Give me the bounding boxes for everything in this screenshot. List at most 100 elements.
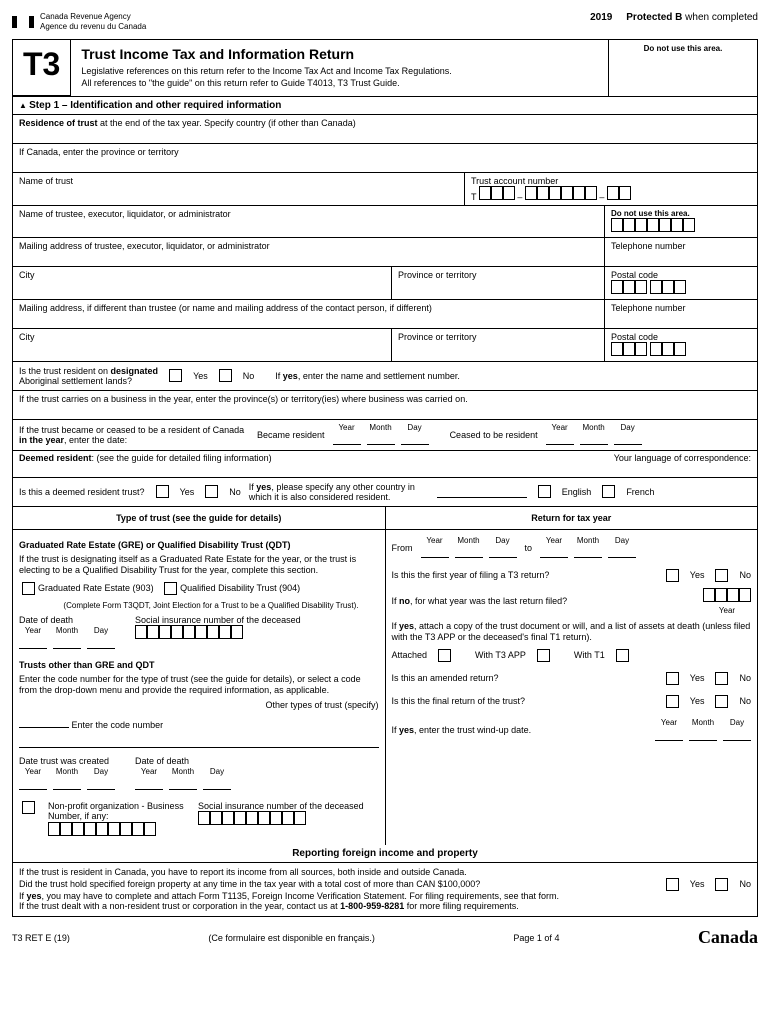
ceased-date[interactable]: Year Month Day	[546, 423, 642, 447]
an-label: No	[739, 673, 751, 684]
to-label: to	[525, 543, 533, 554]
province-row[interactable]: If Canada, enter the province or territo…	[13, 144, 757, 173]
final-no-cb[interactable]	[715, 695, 728, 708]
created-dod-row: Date trust was created Year Month Day Da…	[19, 756, 379, 793]
account-boxes3[interactable]	[607, 186, 631, 200]
tel-cell[interactable]: Telephone number	[605, 238, 757, 266]
foy-label: Yes	[690, 879, 705, 890]
account-cell[interactable]: Trust account number T – –	[465, 173, 757, 205]
account-boxes2[interactable]	[525, 186, 597, 200]
created-block[interactable]: Date trust was created Year Month Day	[19, 756, 115, 793]
cy-l: Year	[25, 767, 41, 776]
trustee-cell[interactable]: Name of trustee, executor, liquidator, o…	[13, 206, 605, 237]
dod-block[interactable]: Date of death Year Month Day	[19, 615, 115, 652]
first-yes-cb[interactable]	[666, 569, 679, 582]
city-cell[interactable]: City	[13, 267, 392, 299]
mailing2-cell[interactable]: Mailing address, if different than trust…	[13, 300, 605, 328]
name-trust-cell[interactable]: Name of trust	[13, 173, 465, 205]
became-label: Became resident	[257, 430, 325, 440]
ifno-label: If no, for what year was the last return…	[392, 596, 568, 607]
t3app-cb[interactable]	[537, 649, 550, 662]
foreign-no-cb[interactable]	[715, 878, 728, 891]
foreign-l4: If the trust dealt with a non-resident t…	[19, 901, 751, 912]
form-id: T3 RET E (19)	[12, 933, 70, 943]
business-row[interactable]: If the trust carries on a business in th…	[13, 391, 757, 420]
windup-date[interactable]: Year Month Day	[655, 718, 751, 743]
npo-block[interactable]: Non-profit organization - Business Numbe…	[48, 801, 188, 839]
postal-label: Postal code	[611, 270, 658, 280]
account-boxes[interactable]	[479, 186, 515, 200]
foreign-l2-row: Did the trust hold specified foreign pro…	[19, 878, 751, 891]
agency-block: Canada Revenue Agency Agence du revenu d…	[12, 12, 146, 31]
npo-sin-row: Non-profit organization - Business Numbe…	[19, 801, 379, 839]
td-l: Day	[615, 536, 629, 545]
do-not-use-area: Do not use this area.	[608, 40, 757, 95]
sin-block[interactable]: Social insurance number of the deceased	[135, 615, 301, 652]
postal-boxes[interactable]	[611, 280, 686, 294]
attached-row: Attached With T3 APP With T1	[392, 649, 752, 662]
lang-en-cb[interactable]	[538, 485, 551, 498]
aboriginal-yes-cb[interactable]	[169, 369, 182, 382]
aboriginal-no-cb[interactable]	[219, 369, 232, 382]
code-row[interactable]: Enter the code number	[19, 715, 379, 731]
page-num: Page 1 of 4	[513, 933, 559, 943]
fd-l: Day	[495, 536, 509, 545]
ty-l: Year	[546, 536, 562, 545]
spec-input[interactable]	[19, 735, 379, 748]
lang-fr-cb[interactable]	[602, 485, 615, 498]
dod-sin-row: Date of death Year Month Day Social insu…	[19, 615, 379, 652]
canada-wordmark: Canada	[698, 927, 758, 948]
became-date[interactable]: Year Month Day	[333, 423, 429, 447]
d2d-l: Day	[210, 767, 224, 776]
yes-label: Yes	[193, 371, 208, 381]
postal2-boxes[interactable]	[611, 342, 686, 356]
prov-cell[interactable]: Province or territory	[392, 267, 605, 299]
from-to-row: From Year Month Day to Year Month Day	[392, 536, 752, 561]
dnu2-cell: Do not use this area.	[605, 206, 757, 237]
ifno-year[interactable]: Year	[703, 588, 751, 616]
tel2-cell[interactable]: Telephone number	[605, 300, 757, 328]
amended-yes-cb[interactable]	[666, 672, 679, 685]
dod2-label: Date of death	[135, 756, 231, 767]
deemed-country-input[interactable]	[437, 485, 527, 498]
residence-label: Residence of trust Residence of trust at…	[19, 118, 356, 128]
deemed-hdr-row: Deemed resident: (see the guide for deta…	[13, 451, 757, 478]
dnu2-label: Do not use this area.	[611, 209, 690, 218]
other-hdr: Trusts other than GRE and QDT	[19, 660, 379, 671]
from-date[interactable]: Year Month Day	[421, 536, 517, 561]
postal-cell[interactable]: Postal code	[605, 267, 757, 299]
foreign-yes-cb[interactable]	[666, 878, 679, 891]
ceased-label: Ceased to be resident	[450, 430, 538, 440]
deemed-yes-cb[interactable]	[156, 485, 169, 498]
wy-l: Year	[661, 718, 677, 727]
npo-cb[interactable]	[22, 801, 35, 814]
dn-label: No	[229, 487, 241, 497]
gre-options: Graduated Rate Estate (903) Qualified Di…	[19, 582, 379, 595]
deemed-q: Is this a deemed resident trust?	[19, 487, 145, 497]
type-return-headers: Type of trust (see the guide for details…	[13, 507, 757, 530]
t1-cb[interactable]	[616, 649, 629, 662]
fon-label: No	[739, 879, 751, 890]
canada-flag-icon	[12, 16, 34, 28]
sin2-block[interactable]: Social insurance number of the deceased	[198, 801, 364, 829]
fy-label: Yes	[690, 570, 705, 581]
prov2-cell[interactable]: Province or territory	[392, 329, 605, 361]
final-yes-cb[interactable]	[666, 695, 679, 708]
resident-row: If the trust became or ceased to be a re…	[13, 420, 757, 451]
other-spec-label: Other types of trust (specify)	[19, 700, 379, 711]
gre903-cb[interactable]	[22, 582, 35, 595]
form-container: T3 Trust Income Tax and Information Retu…	[12, 39, 758, 917]
city2-cell[interactable]: City	[13, 329, 392, 361]
type-col: Graduated Rate Estate (GRE) or Qualified…	[13, 530, 386, 845]
first-no-cb[interactable]	[715, 569, 728, 582]
first-row: Is this the first year of filing a T3 re…	[392, 569, 752, 582]
dod2-block[interactable]: Date of death Year Month Day	[135, 756, 231, 793]
amended-no-cb[interactable]	[715, 672, 728, 685]
residence-row[interactable]: Residence of trust Residence of trust at…	[13, 115, 757, 144]
deemed-no-cb[interactable]	[205, 485, 218, 498]
postal2-cell[interactable]: Postal code	[605, 329, 757, 361]
attached-cb[interactable]	[438, 649, 451, 662]
mailing-cell[interactable]: Mailing address of trustee, executor, li…	[13, 238, 605, 266]
to-date[interactable]: Year Month Day	[540, 536, 636, 561]
qdt904-cb[interactable]	[164, 582, 177, 595]
